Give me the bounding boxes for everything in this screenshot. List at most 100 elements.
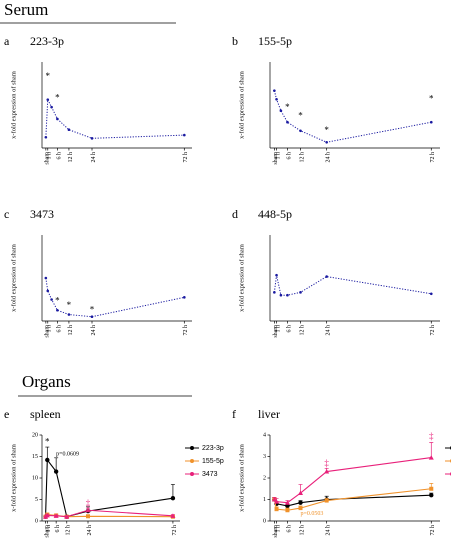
y-axis-label: x-fold expression of sham (10, 444, 17, 512)
y-tick-label: 10 (32, 475, 38, 481)
point (44, 276, 48, 280)
point (53, 513, 59, 518)
point (286, 293, 289, 297)
y-tick-label: 0 (35, 518, 38, 524)
y-axis-label: x-fold expression of sham (238, 444, 245, 512)
point (53, 469, 59, 474)
point (299, 129, 302, 133)
point (286, 120, 289, 124)
annotation: ‡ (324, 458, 329, 468)
x-tick-label: 6 h (55, 525, 61, 533)
panel-title: 448-5p (258, 207, 292, 221)
series-line (273, 275, 432, 296)
series-line (44, 458, 174, 518)
x-tick-label: 12 h (299, 325, 305, 336)
annotation: * (298, 111, 303, 121)
point (274, 499, 280, 504)
error-bar (54, 457, 59, 472)
point (428, 455, 434, 460)
point (285, 508, 290, 513)
x-tick-label: 12 h (66, 525, 72, 536)
panel-letter: e (4, 407, 9, 421)
y-tick-label: 1 (263, 497, 266, 503)
point (429, 120, 433, 124)
x-tick-label: 24 h (91, 152, 97, 163)
legend-label: 223-3p (202, 445, 224, 452)
legend-marker (190, 446, 194, 450)
x-tick-label: 24 h (326, 525, 332, 536)
panel-letter: a (4, 34, 10, 48)
point (429, 292, 433, 296)
x-tick-label: 1 h (46, 525, 52, 533)
series-line (273, 494, 432, 507)
point (273, 89, 276, 92)
point (85, 507, 91, 513)
x-tick-label: 1 h (275, 325, 281, 333)
point (279, 293, 283, 297)
annotation: * (67, 300, 72, 310)
x-tick-label: sham (273, 525, 279, 538)
panel-letter: d (232, 207, 238, 221)
x-tick-label: sham (273, 325, 279, 338)
series-line (45, 277, 185, 318)
y-axis-label: x-fold expression of sham (238, 244, 245, 312)
y-axis-label: x-fold expression of sham (10, 244, 17, 312)
panel-title: spleen (30, 407, 61, 421)
series-line (273, 488, 432, 511)
y-axis-label: x-fold expression of sham (238, 71, 245, 139)
annotation: ‡ (429, 431, 434, 441)
section-title: Serum (4, 0, 48, 19)
x-tick-label: 12 h (299, 152, 305, 163)
point (50, 298, 53, 301)
y-tick-label: 4 (263, 432, 266, 438)
y-tick-label: 3 (263, 454, 266, 460)
point (298, 506, 303, 511)
point (284, 500, 290, 505)
x-tick-label: sham (273, 152, 279, 165)
x-tick-label: 72 h (430, 152, 436, 163)
annotation: * (46, 71, 51, 81)
x-tick-label: 1 h (47, 152, 53, 160)
point (56, 117, 59, 121)
panel-letter: f (232, 407, 236, 421)
section-title: Organs (22, 372, 71, 391)
annotation: * (324, 125, 329, 135)
x-tick-label: 24 h (326, 325, 332, 336)
x-tick-label: sham (44, 525, 50, 538)
point (183, 133, 186, 137)
x-tick-label: 6 h (286, 152, 292, 160)
x-tick-label: 24 h (91, 325, 97, 336)
point (324, 469, 330, 474)
panel-title: 155-5p (258, 34, 292, 48)
error-bar (170, 484, 175, 499)
point (324, 498, 329, 503)
point (86, 514, 90, 519)
x-tick-label: 6 h (56, 325, 62, 333)
x-tick-label: 72 h (183, 325, 189, 336)
point (44, 512, 50, 518)
legend-marker (190, 459, 194, 463)
annotation: ‡ (86, 498, 91, 508)
annotation: p=0.0609 (56, 452, 79, 458)
x-tick-label: sham (45, 325, 51, 338)
x-tick-label: 6 h (286, 325, 292, 333)
error-bar (429, 442, 434, 458)
legend-marker (190, 472, 194, 476)
legend-label: 155-5p (202, 458, 224, 465)
annotation: p=0.0503 (301, 511, 324, 517)
x-tick-label: 12 h (68, 325, 74, 336)
y-tick-label: 20 (32, 432, 38, 438)
point (67, 313, 71, 316)
y-tick-label: 15 (32, 454, 38, 460)
point (275, 97, 278, 101)
x-tick-label: 72 h (430, 325, 436, 336)
x-tick-label: 72 h (183, 152, 189, 163)
point (298, 500, 303, 505)
point (45, 457, 50, 463)
point (299, 291, 302, 294)
point (90, 137, 94, 140)
y-tick-label: 5 (35, 497, 38, 503)
annotation: * (429, 93, 434, 103)
point (429, 493, 434, 498)
